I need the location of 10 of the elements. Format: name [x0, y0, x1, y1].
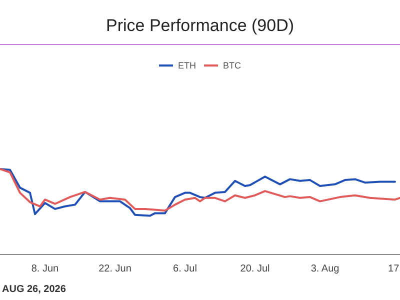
x-tick-label: 22. Jun [98, 264, 132, 274]
x-tick-label: 17. [388, 264, 400, 274]
x-tick-label: 6. Jul [173, 264, 197, 274]
chart-title: Price Performance (90D) [106, 16, 294, 35]
x-tick-label: 3. Aug [310, 264, 340, 274]
x-tick-label: 8. Jun [31, 264, 59, 274]
x-tick-label: 20. Jul [240, 264, 270, 274]
legend-label: ETH [178, 60, 196, 70]
text: AUG 26, 2026 [2, 284, 66, 295]
legend-label: BTC [223, 60, 242, 70]
